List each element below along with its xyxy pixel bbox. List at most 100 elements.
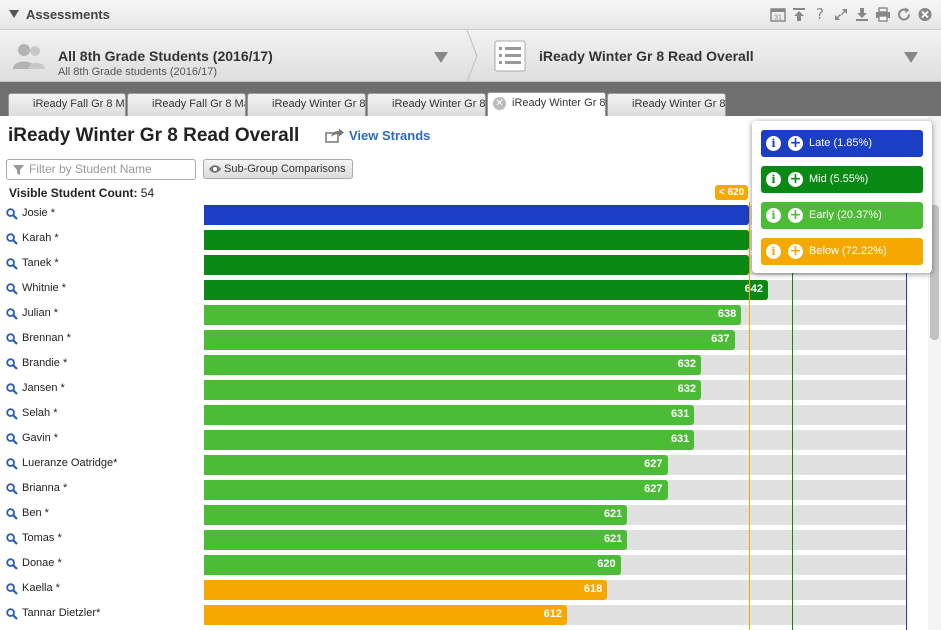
score-bar[interactable]	[204, 305, 742, 325]
legend-early[interactable]: i + Early (20.37%)	[761, 202, 923, 229]
search-icon[interactable]	[6, 283, 18, 295]
score-bar[interactable]	[204, 505, 628, 525]
score-bar[interactable]	[204, 230, 749, 250]
student-name[interactable]: Lueranze Oatridge*	[22, 457, 118, 469]
student-name[interactable]: Tannar Dietzler*	[22, 607, 101, 619]
tab-winter-active[interactable]: ✕ iReady Winter Gr 8	[487, 92, 606, 116]
score-bar[interactable]	[204, 330, 735, 350]
filter-student-input[interactable]: Filter by Student Name	[6, 159, 196, 180]
info-icon[interactable]: i	[766, 136, 781, 151]
plus-icon[interactable]: +	[788, 135, 803, 151]
score-bar[interactable]	[204, 280, 768, 300]
legend-below[interactable]: i + Below (72.22%)	[761, 238, 923, 265]
tab-winter-1[interactable]: iReady Winter Gr 8	[247, 93, 366, 116]
search-icon[interactable]	[6, 533, 18, 545]
student-row[interactable]: Jansen * 632	[0, 377, 930, 402]
assessment-selector[interactable]: iReady Winter Gr 8 Read Overall	[474, 30, 941, 82]
student-name[interactable]: Brandie *	[22, 357, 68, 369]
score-bar[interactable]	[204, 580, 608, 600]
student-name[interactable]: Julian *	[22, 307, 59, 319]
student-row[interactable]: Donae * 620	[0, 552, 930, 577]
score-bar[interactable]	[204, 255, 749, 275]
collapse-triangle-icon[interactable]	[9, 10, 19, 18]
search-icon[interactable]	[6, 358, 18, 370]
score-bar[interactable]	[204, 605, 567, 625]
student-name[interactable]: Donae *	[22, 557, 62, 569]
info-icon[interactable]: i	[766, 172, 781, 187]
print-icon[interactable]	[875, 5, 891, 23]
score-bar[interactable]	[204, 480, 668, 500]
student-row[interactable]: Brennan * 637	[0, 327, 930, 352]
student-row[interactable]: Karah *	[0, 227, 930, 252]
student-row[interactable]: Selah * 631	[0, 402, 930, 427]
student-name[interactable]: Tanek *	[22, 257, 59, 269]
chevron-down-icon[interactable]	[434, 52, 448, 63]
student-name[interactable]: Josie *	[22, 207, 56, 219]
expand-icon[interactable]	[833, 5, 849, 23]
download-icon[interactable]	[854, 5, 870, 23]
student-name[interactable]: Jansen *	[22, 382, 65, 394]
view-strands-link[interactable]: View Strands	[325, 128, 430, 143]
help-icon[interactable]: ?	[816, 5, 824, 23]
search-icon[interactable]	[6, 308, 18, 320]
score-bar[interactable]	[204, 455, 668, 475]
student-row[interactable]: Tannar Dietzler* 612	[0, 602, 930, 627]
score-bar[interactable]	[204, 380, 701, 400]
student-name[interactable]: Gavin *	[22, 432, 59, 444]
subgroup-comparisons-button[interactable]: Sub-Group Comparisons	[203, 159, 353, 179]
tab-winter-2[interactable]: iReady Winter Gr 8	[367, 93, 486, 116]
search-icon[interactable]	[6, 508, 18, 520]
student-row[interactable]: Lueranze Oatridge* 627	[0, 452, 930, 477]
score-bar[interactable]	[204, 530, 628, 550]
score-bar[interactable]	[204, 355, 701, 375]
search-icon[interactable]	[6, 458, 18, 470]
search-icon[interactable]	[6, 558, 18, 570]
student-row[interactable]: Tomas * 621	[0, 527, 930, 552]
student-row[interactable]: Julian * 638	[0, 302, 930, 327]
student-name[interactable]: Brianna *	[22, 482, 68, 494]
info-icon[interactable]: i	[766, 208, 781, 223]
student-name[interactable]: Karah *	[22, 232, 59, 244]
tab-fall-math[interactable]: iReady Fall Gr 8 Math	[127, 93, 246, 116]
student-name[interactable]: Brennan *	[22, 332, 71, 344]
search-icon[interactable]	[6, 333, 18, 345]
student-name[interactable]: Tomas *	[22, 532, 62, 544]
tab-winter-4[interactable]: iReady Winter Gr 8	[607, 93, 726, 116]
search-icon[interactable]	[6, 208, 18, 220]
student-row[interactable]: Brandie * 632	[0, 352, 930, 377]
upload-icon[interactable]	[791, 5, 807, 23]
close-tab-icon[interactable]: ✕	[493, 97, 506, 110]
plus-icon[interactable]: +	[788, 207, 803, 223]
student-row[interactable]: Tanek *	[0, 252, 930, 277]
student-row[interactable]: Kaella * 618	[0, 577, 930, 602]
student-row[interactable]: Josie *	[0, 202, 930, 227]
student-row[interactable]: Brianna * 627	[0, 477, 930, 502]
plus-icon[interactable]: +	[788, 171, 803, 187]
student-name[interactable]: Ben *	[22, 507, 49, 519]
search-icon[interactable]	[6, 233, 18, 245]
score-bar[interactable]	[204, 555, 621, 575]
score-bar[interactable]	[204, 405, 695, 425]
info-icon[interactable]: i	[766, 244, 781, 259]
score-bar[interactable]	[204, 205, 749, 225]
chevron-down-icon[interactable]	[904, 52, 918, 63]
student-row[interactable]: Ben * 621	[0, 502, 930, 527]
tab-fall-math-overall[interactable]: iReady Fall Gr 8 Math Overall	[8, 93, 126, 116]
student-row[interactable]: Gavin * 631	[0, 427, 930, 452]
student-name[interactable]: Selah *	[22, 407, 58, 419]
search-icon[interactable]	[6, 608, 18, 620]
scrollbar-thumb[interactable]	[930, 205, 939, 340]
search-icon[interactable]	[6, 258, 18, 270]
search-icon[interactable]	[6, 483, 18, 495]
student-name[interactable]: Whitnie *	[22, 282, 67, 294]
search-icon[interactable]	[6, 408, 18, 420]
student-row[interactable]: Whitnie * 642	[0, 277, 930, 302]
calendar-icon[interactable]: 31	[770, 5, 786, 23]
search-icon[interactable]	[6, 383, 18, 395]
search-icon[interactable]	[6, 433, 18, 445]
plus-icon[interactable]: +	[788, 243, 803, 259]
student-name[interactable]: Kaella *	[22, 582, 60, 594]
refresh-icon[interactable]	[896, 5, 912, 23]
search-icon[interactable]	[6, 583, 18, 595]
legend-late[interactable]: i + Late (1.85%)	[761, 130, 923, 157]
